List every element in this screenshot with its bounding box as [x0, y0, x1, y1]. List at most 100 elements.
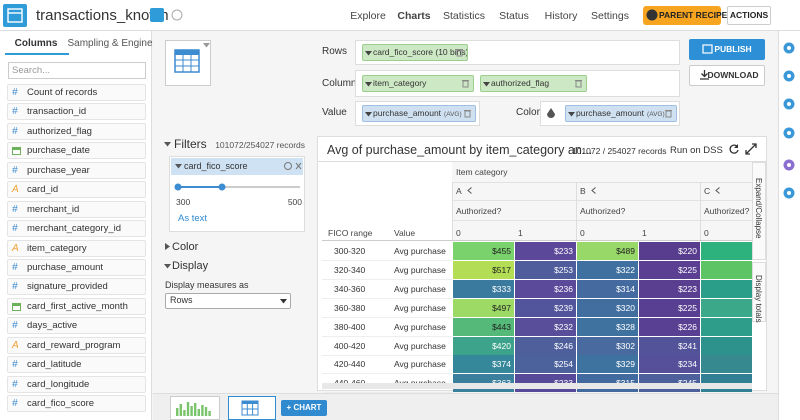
column-item[interactable]	[7, 103, 146, 121]
parent-recipe-button[interactable]: PARENT RECIPE	[643, 6, 727, 25]
column-type-icon: #	[12, 378, 18, 390]
fico-range: 320-340	[334, 264, 366, 275]
download-button[interactable]: DOWNLOAD	[689, 65, 765, 86]
column-name: merchant_category_id	[27, 223, 121, 235]
droplet-icon	[547, 108, 555, 118]
actions-button[interactable]: ACTIONS	[727, 6, 771, 25]
refresh-icon-part	[729, 144, 739, 154]
droplet-icon-part	[547, 108, 555, 118]
column-item[interactable]	[7, 181, 146, 199]
column-type-icon: #	[12, 87, 18, 98]
pivot-cell	[453, 317, 514, 336]
chart-thumbnail[interactable]	[228, 396, 276, 420]
go-badge	[150, 8, 164, 22]
table-thumbnail-part	[242, 401, 258, 404]
bar-thumbnail-part	[183, 410, 186, 416]
column-item[interactable]	[7, 356, 146, 374]
column-type-icon: #	[12, 164, 18, 176]
caret-down	[175, 164, 182, 169]
sidebar-tab[interactable]: Sampling & Engine	[67, 38, 153, 49]
column-item[interactable]	[7, 278, 146, 296]
column-name: card_first_active_month	[27, 300, 128, 312]
column-item[interactable]	[7, 395, 146, 413]
item-category-label: Item category	[456, 167, 508, 177]
row-line	[322, 354, 452, 356]
caret-right-part	[165, 243, 170, 250]
publish-button[interactable]: PUBLISH	[689, 39, 765, 60]
bar-thumbnail-part	[179, 404, 182, 416]
row-line	[322, 297, 452, 299]
shelf-pill[interactable]: item_category	[362, 75, 474, 92]
pivot-cell	[639, 355, 700, 374]
column-item[interactable]	[7, 161, 146, 179]
column-item[interactable]	[7, 297, 146, 315]
search-box[interactable]	[8, 62, 146, 79]
table-thumbnail	[241, 400, 259, 416]
nav-tab[interactable]: Status	[499, 10, 529, 22]
display-heading[interactable]: Display	[172, 260, 209, 272]
nav-tab[interactable]: Statistics	[442, 10, 486, 22]
side-nav-icon	[783, 98, 795, 110]
side-nav-icon-part	[787, 131, 791, 135]
trash-icon-part	[575, 80, 582, 88]
color-heading[interactable]: Color	[172, 241, 199, 253]
column-name: item_category	[27, 242, 87, 254]
shelf-label: Rows	[322, 46, 348, 57]
bar-thumbnail-part	[204, 407, 208, 416]
column-item[interactable]	[7, 375, 146, 393]
column-type-icon: #	[12, 320, 18, 332]
publish-icon-part	[702, 44, 713, 54]
cell-value: $246	[554, 340, 573, 351]
column-item[interactable]	[7, 84, 146, 101]
cell-value: $443	[492, 321, 511, 332]
side-tab[interactable]	[752, 162, 766, 260]
run-on-dss[interactable]: Run on DSS	[670, 145, 723, 156]
caret-down-part	[164, 264, 171, 269]
recipe-icon-part	[646, 9, 658, 21]
search-placeholder: Search...	[12, 65, 51, 76]
column-item[interactable]	[7, 220, 146, 238]
table-scrollbar	[322, 383, 752, 389]
column-item[interactable]	[7, 142, 146, 160]
filters-heading: Filters	[174, 137, 207, 151]
caret-down	[483, 82, 490, 87]
column-item[interactable]	[7, 258, 146, 276]
shelf-pill[interactable]: card_fico_score (10 bins)	[362, 44, 468, 61]
column-item[interactable]	[7, 122, 146, 140]
column-item[interactable]	[7, 200, 146, 218]
side-nav-icon-part	[787, 163, 791, 167]
display-measures-select[interactable]	[165, 293, 291, 309]
add-chart-button[interactable]: + CHART	[281, 400, 327, 416]
pivot-cell	[577, 336, 638, 355]
column-name: authorized_flag	[27, 125, 92, 137]
shelf-pill[interactable]: authorized_flag	[480, 75, 587, 92]
pivot-cell	[639, 279, 700, 298]
shelf-pill[interactable]: purchase_amount (AVG)	[362, 105, 476, 122]
column-item[interactable]	[7, 239, 146, 257]
pivot-cell	[515, 317, 576, 336]
range-slider	[174, 183, 300, 191]
nav-tab[interactable]: Charts	[397, 10, 431, 22]
measure-label: Avg purchase	[394, 302, 446, 313]
cell-value: $320	[616, 302, 635, 313]
row-line	[322, 392, 452, 394]
side-tab[interactable]	[752, 262, 766, 322]
pivot-cell	[639, 260, 700, 279]
nav-tab[interactable]: Explore	[350, 10, 386, 22]
cell-value: $236	[554, 283, 573, 294]
pivot-title: Avg of purchase_amount by item_category …	[327, 143, 593, 157]
collapse-chevron	[715, 187, 720, 194]
collapse-chevron-part	[467, 187, 472, 194]
pivot-cell	[577, 260, 638, 279]
sidebar-tab[interactable]: Columns	[14, 38, 58, 49]
side-nav-icon-part	[787, 74, 791, 78]
chart-type-picker[interactable]	[165, 40, 211, 86]
column-item[interactable]	[7, 336, 146, 354]
column-item[interactable]	[7, 317, 146, 335]
shelf-pill[interactable]: purchase_amount (AVG)	[565, 105, 677, 122]
nav-tab[interactable]: Settings	[591, 10, 629, 22]
dataset-icon-glyph	[7, 8, 23, 23]
nav-tab[interactable]: History	[544, 10, 578, 22]
column-name: transaction_id	[27, 106, 87, 118]
as-text-link[interactable]: As text	[178, 213, 208, 224]
